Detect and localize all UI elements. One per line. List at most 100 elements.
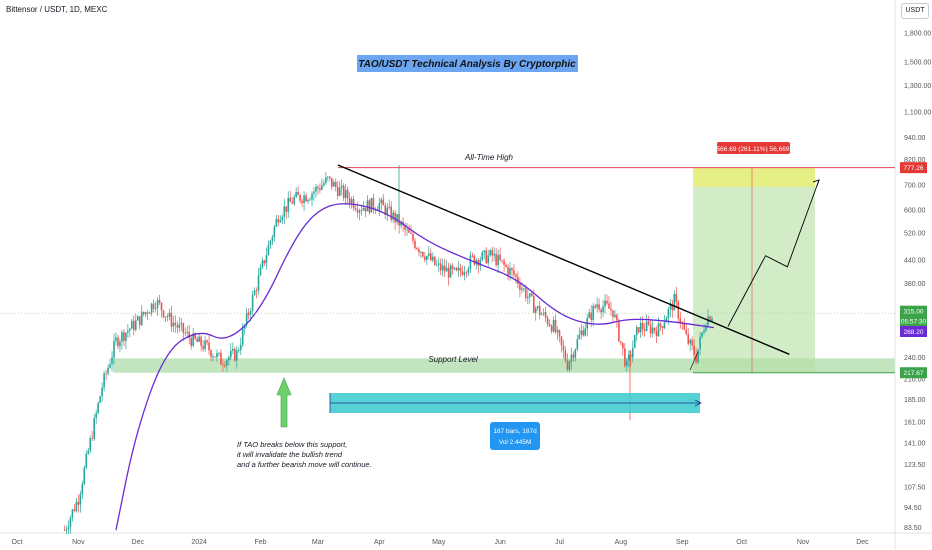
x-tick-label: Feb bbox=[254, 539, 266, 546]
candle-body bbox=[544, 312, 547, 318]
candle-body bbox=[109, 364, 111, 368]
candle-body bbox=[279, 220, 282, 223]
y-tick-label: 141.00 bbox=[904, 441, 926, 448]
candle-body bbox=[136, 316, 139, 321]
candle-body bbox=[505, 264, 507, 267]
candle-body bbox=[418, 249, 420, 253]
candle-body bbox=[301, 200, 303, 204]
candle-body bbox=[659, 323, 662, 327]
candle-body bbox=[243, 324, 246, 329]
candle-body bbox=[186, 331, 189, 333]
candle-body bbox=[150, 303, 153, 313]
candle-body bbox=[332, 182, 335, 187]
candle-body bbox=[194, 333, 196, 339]
candle-body bbox=[164, 316, 167, 318]
support-label: Support Level bbox=[428, 355, 478, 364]
candle-body bbox=[321, 185, 323, 190]
candle-body bbox=[663, 322, 666, 329]
candle-body bbox=[283, 206, 286, 217]
symbol-title: Bittensor / USDT, 1D, MEXC bbox=[6, 5, 108, 14]
candle-body bbox=[170, 312, 173, 327]
candle-body bbox=[200, 336, 202, 346]
candle-body bbox=[507, 266, 509, 275]
candle-body bbox=[699, 336, 701, 350]
candle-body bbox=[435, 264, 438, 266]
candle-body bbox=[392, 212, 394, 220]
price-badge bbox=[900, 305, 927, 317]
candle-body bbox=[697, 349, 699, 363]
candle-body bbox=[521, 288, 523, 290]
candle-body bbox=[196, 338, 198, 342]
candle-body bbox=[71, 509, 74, 518]
candle-body bbox=[491, 250, 493, 256]
candle-body bbox=[93, 417, 95, 439]
candle-body bbox=[303, 195, 305, 204]
candle-body bbox=[251, 295, 254, 311]
candle-body bbox=[481, 252, 484, 260]
measure-badge bbox=[717, 142, 790, 154]
candle-body bbox=[235, 350, 238, 361]
candle-body bbox=[606, 300, 608, 304]
candle-body bbox=[340, 185, 343, 188]
candle-body bbox=[386, 207, 389, 215]
candle-body bbox=[647, 321, 650, 325]
candle-body bbox=[73, 509, 76, 512]
candle-body bbox=[582, 330, 585, 336]
candle-body bbox=[493, 253, 495, 256]
candle-body bbox=[406, 229, 408, 231]
x-tick-label: Apr bbox=[374, 539, 386, 546]
candle-body bbox=[455, 267, 458, 271]
candle-body bbox=[424, 256, 426, 260]
candle-body bbox=[85, 453, 88, 468]
candle-body bbox=[687, 334, 689, 344]
candle-body bbox=[612, 310, 614, 317]
candle-body bbox=[220, 352, 222, 365]
candle-body bbox=[212, 356, 214, 358]
y-tick-label: 820.00 bbox=[904, 157, 926, 164]
candle-body bbox=[210, 350, 212, 358]
currency-badge[interactable]: USDT bbox=[901, 3, 929, 19]
candle-body bbox=[620, 341, 622, 343]
candle-body bbox=[67, 527, 70, 530]
candle-body bbox=[287, 197, 290, 212]
candle-body bbox=[119, 341, 121, 347]
candle-body bbox=[707, 316, 709, 326]
ma-badge bbox=[900, 325, 927, 337]
candle-body bbox=[156, 299, 159, 309]
chart-title: TAO/USDT Technical Analysis By Cryptorph… bbox=[358, 59, 576, 70]
candle-body bbox=[228, 357, 230, 361]
candle-body bbox=[540, 314, 543, 315]
candle-body bbox=[459, 267, 462, 272]
candle-body bbox=[451, 265, 454, 270]
candle-body bbox=[77, 501, 80, 505]
candle-body bbox=[400, 221, 402, 226]
candle-body bbox=[192, 333, 194, 346]
candle-body bbox=[344, 189, 347, 198]
candle-body bbox=[239, 344, 242, 351]
candle-body bbox=[190, 338, 193, 346]
candle-body bbox=[515, 274, 517, 277]
candle-body bbox=[253, 290, 256, 296]
candle-body bbox=[592, 305, 594, 320]
candle-body bbox=[142, 311, 145, 315]
candle-body bbox=[497, 254, 499, 266]
note-line: and a further bearish move will continue… bbox=[237, 460, 372, 469]
candle-body bbox=[643, 329, 646, 331]
candle-body bbox=[368, 200, 371, 213]
entry-tick-line bbox=[689, 351, 699, 371]
candle-body bbox=[441, 265, 444, 271]
date-range-volume: Vol 2.445M bbox=[499, 439, 532, 446]
candle-body bbox=[69, 517, 72, 528]
candle-body bbox=[447, 267, 450, 278]
candle-body bbox=[388, 206, 391, 208]
candle-body bbox=[315, 186, 317, 192]
candle-body bbox=[422, 251, 424, 257]
date-range-bars: 187 bars, 187d bbox=[493, 428, 537, 435]
date-range-arrow-icon bbox=[694, 399, 702, 407]
candle-body bbox=[673, 294, 676, 311]
candle-body bbox=[348, 198, 351, 204]
candle-body bbox=[313, 191, 315, 194]
candle-body bbox=[269, 240, 272, 245]
x-tick-label: Dec bbox=[856, 539, 869, 546]
